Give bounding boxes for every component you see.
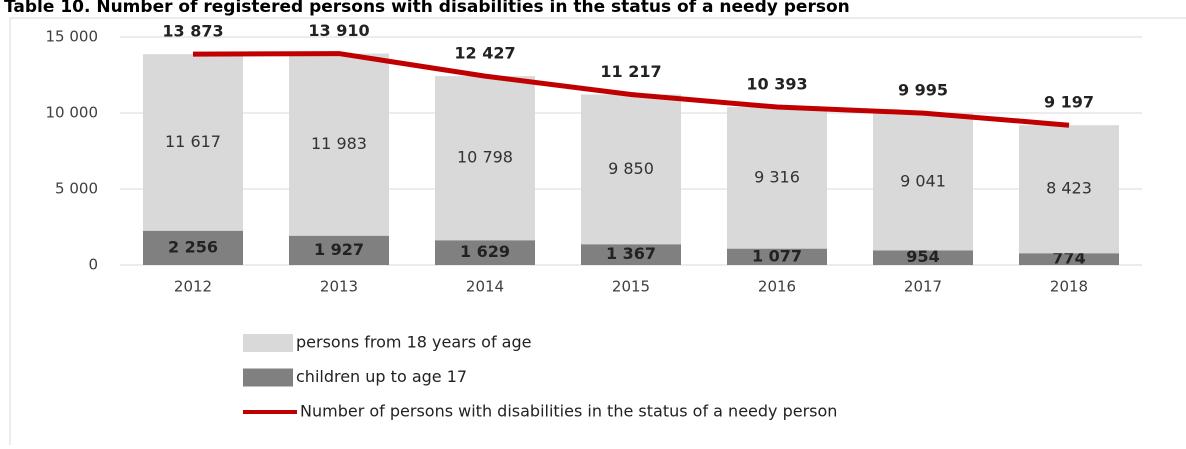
value-label: 10 798	[457, 148, 513, 167]
total-label: 13 910	[308, 21, 369, 40]
value-label: 1 077	[752, 246, 802, 265]
bar-segment	[435, 76, 535, 241]
bar-segment	[727, 107, 827, 249]
total-label: 9 197	[1044, 93, 1094, 112]
bar-segment	[1019, 253, 1119, 265]
chart-title: Table 10. Number of registered persons w…	[4, 0, 850, 17]
total-label: 10 393	[746, 75, 807, 94]
x-tick-label: 2017	[904, 278, 942, 296]
total-line	[192, 51, 1070, 128]
legend-label: persons from 18 years of age	[296, 333, 531, 352]
x-tick-label: 2018	[1050, 278, 1088, 296]
value-label: 11 983	[311, 134, 367, 153]
bar-segment	[289, 53, 389, 236]
y-tick-label: 0	[88, 256, 98, 274]
legend-swatch	[243, 368, 293, 387]
bar-segment	[873, 250, 973, 265]
total-label: 12 427	[454, 44, 515, 63]
total-label: 13 873	[162, 22, 223, 41]
total-label: 9 995	[898, 81, 948, 100]
y-tick-label: 10 000	[46, 104, 99, 122]
value-label: 1 629	[460, 242, 510, 261]
value-label: 9 316	[754, 167, 800, 186]
x-tick-label: 2014	[466, 278, 504, 296]
bar-segment	[289, 235, 389, 265]
bar-segment	[873, 113, 973, 251]
bar-segment	[581, 244, 681, 265]
value-label: 954	[906, 247, 939, 266]
legend-swatch	[243, 334, 293, 352]
x-tick-label: 2012	[174, 278, 212, 296]
chart-frame	[9, 17, 1186, 449]
legend-label: Number of persons with disabilities in t…	[300, 402, 837, 421]
value-label: 8 423	[1046, 179, 1092, 198]
bar-segment	[143, 230, 243, 265]
value-label: 774	[1052, 249, 1085, 268]
bar-segment	[581, 94, 681, 245]
value-label: 1 927	[314, 240, 364, 259]
bar-segment	[435, 240, 535, 265]
value-label: 1 367	[606, 244, 656, 263]
y-tick-label: 5 000	[55, 180, 98, 198]
value-label: 9 850	[608, 159, 654, 178]
x-tick-label: 2016	[758, 278, 796, 296]
value-label: 9 041	[900, 171, 946, 190]
legend-label: children up to age 17	[296, 367, 467, 386]
bar-segment	[1019, 125, 1119, 254]
value-label: 11 617	[165, 132, 221, 151]
y-tick-label: 15 000	[46, 28, 99, 46]
bar-segment	[727, 248, 827, 265]
value-label: 2 256	[168, 237, 218, 256]
x-tick-label: 2015	[612, 278, 650, 296]
total-label: 11 217	[600, 62, 661, 81]
x-tick-label: 2013	[320, 278, 358, 296]
bar-segment	[143, 54, 243, 231]
